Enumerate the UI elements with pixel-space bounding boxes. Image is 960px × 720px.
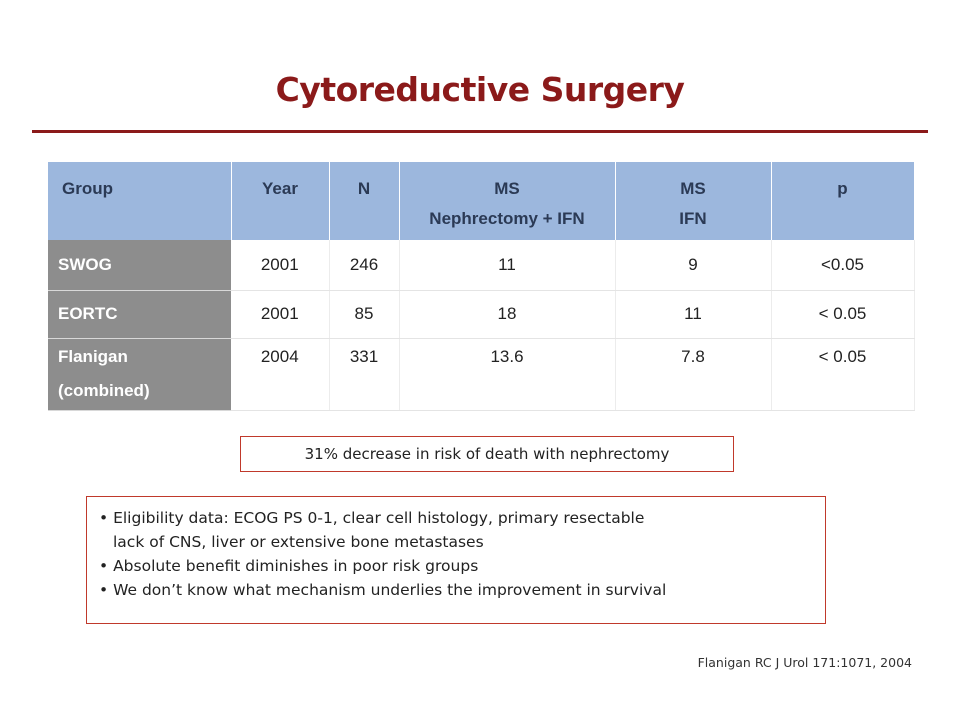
cell-ms-ifn: 9: [615, 240, 772, 291]
row-group-line1: Flanigan: [58, 347, 128, 366]
row-group: Flanigan (combined): [48, 338, 231, 411]
header-p: p: [771, 162, 915, 240]
title-underline: [32, 130, 928, 133]
bullet-eligibility-continued: lack of CNS, liver or extensive bone met…: [113, 533, 484, 551]
cell-p: < 0.05: [771, 290, 915, 339]
header-ms-nephrectomy: MS Nephrectomy + IFN: [399, 162, 616, 240]
header-group: Group: [48, 162, 232, 240]
row-group: EORTC: [48, 290, 231, 339]
header-ms-ifn-line2: IFN: [679, 209, 707, 228]
table-row: EORTC 2001 85 18 11 < 0.05: [48, 290, 915, 339]
slide-title: Cytoreductive Surgery: [275, 70, 685, 109]
table-row: Flanigan (combined) 2004 331 13.6 7.8 < …: [48, 338, 915, 411]
header-ms-ifn-line1: MS: [680, 179, 706, 198]
results-table: Group Year N MS Nephrectomy + IFN MS IFN…: [48, 162, 915, 411]
bullet-absolute-benefit: • Absolute benefit diminishes in poor ri…: [99, 557, 479, 575]
cell-ms-ifn: 11: [615, 290, 772, 339]
citation: Flanigan RC J Urol 171:1071, 2004: [697, 655, 912, 670]
header-n: N: [329, 162, 400, 240]
risk-callout: 31% decrease in risk of death with nephr…: [240, 436, 734, 472]
table-header-row: Group Year N MS Nephrectomy + IFN MS IFN…: [48, 162, 915, 240]
header-ms-nephrectomy-line1: MS: [494, 179, 520, 198]
cell-p: <0.05: [771, 240, 915, 291]
cell-n: 246: [329, 240, 400, 291]
bullet-eligibility: • Eligibility data: ECOG PS 0-1, clear c…: [99, 509, 645, 527]
table-row: SWOG 2001 246 11 9 <0.05: [48, 240, 915, 291]
cell-year: 2001: [231, 240, 330, 291]
cell-year: 2004: [231, 338, 330, 411]
header-ms-ifn: MS IFN: [615, 162, 772, 240]
cell-ms-nephrectomy: 18: [399, 290, 616, 339]
cell-n: 85: [329, 290, 400, 339]
cell-ms-nephrectomy: 11: [399, 240, 616, 291]
cell-ms-ifn: 7.8: [615, 338, 772, 411]
cell-n: 331: [329, 338, 400, 411]
row-group-line2: (combined): [58, 381, 150, 400]
header-ms-nephrectomy-line2: Nephrectomy + IFN: [429, 209, 585, 228]
cell-p: < 0.05: [771, 338, 915, 411]
cell-ms-nephrectomy: 13.6: [399, 338, 616, 411]
bullet-mechanism: • We don’t know what mechanism underlies…: [99, 581, 667, 599]
cell-year: 2001: [231, 290, 330, 339]
bullet-box: • Eligibility data: ECOG PS 0-1, clear c…: [86, 496, 826, 624]
header-year: Year: [231, 162, 330, 240]
row-group: SWOG: [48, 240, 231, 291]
